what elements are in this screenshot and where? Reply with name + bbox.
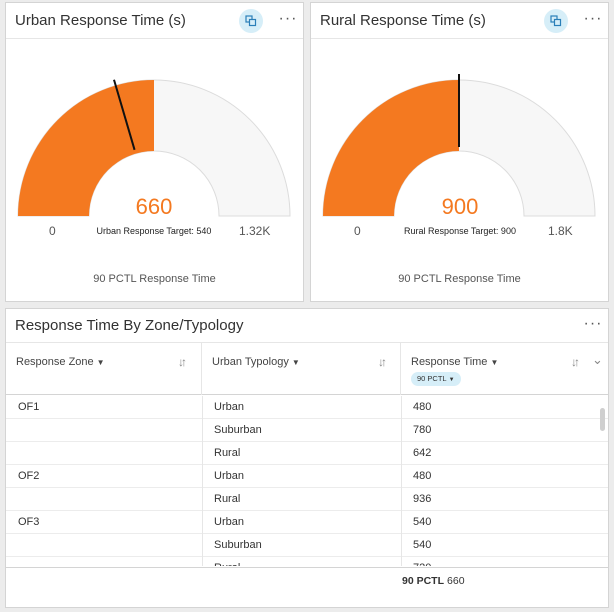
cell-urban-typology: Suburban [214,424,262,436]
cell-response-zone: OF1 [18,401,40,413]
table-row[interactable]: Suburban 540 [6,534,608,557]
sort-icon[interactable]: ↓↑ [378,355,387,369]
pill-label: 90 PCTL [417,374,447,383]
zone-table-title: Response Time By Zone/Typology [15,317,244,334]
copy-icon[interactable] [544,9,568,33]
column-label: Response Time [411,356,488,368]
rural-gauge-fill [323,80,459,216]
table-scrollbar[interactable] [600,408,605,431]
statistic-pill[interactable]: 90 PCTL ▼ [411,372,461,386]
rural-gauge-header: Rural Response Time (s) ··· [311,3,608,39]
cell-response-time: 540 [413,539,432,551]
copy-icon[interactable] [239,9,263,33]
column-header-urban-typology[interactable]: Urban Typology ▼ ↓↑ [202,343,401,395]
column-label: Urban Typology [212,356,289,368]
cell-response-zone: OF2 [18,470,40,482]
cell-response-time: 780 [413,424,432,436]
cell-urban-typology: Urban [214,470,244,482]
cell-urban-typology: Urban [214,401,244,413]
table-body: OF1 Urban 480 Suburban 780 Rural 642 OF2 Urban 48… [6,396,608,566]
column-divider [401,396,402,566]
footer-label: 90 PCTL [402,575,445,587]
rural-gauge-chart [322,74,596,217]
urban-gauge-target: Urban Response Target: 540 [96,226,212,236]
table-footer: 90 PCTL 660 [6,567,608,595]
table-row[interactable]: Rural 720 [6,557,608,566]
cell-response-time: 642 [413,447,432,459]
footer-value: 660 [447,575,465,587]
more-options-icon[interactable]: ··· [583,315,603,332]
sort-icon[interactable]: ↓↑ [178,355,187,369]
cell-response-time: 480 [413,401,432,413]
column-header-response-time[interactable]: Response Time ▼ 90 PCTL ▼ ↓↑ ⌄ [401,343,608,395]
column-divider [202,396,203,566]
table-head: Response Zone ▼ ↓↑ Urban Typology ▼ ↓↑ Res… [6,343,608,395]
rural-gauge-value: 900 [441,194,479,219]
sort-icon[interactable]: ↓↑ [571,355,580,369]
urban-gauge-fill [18,80,154,216]
cell-response-time: 936 [413,493,432,505]
zone-table-header: Response Time By Zone/Typology ··· [6,309,608,343]
caret-down-icon: ▼ [291,358,300,367]
caret-down-icon: ▼ [96,358,105,367]
cell-urban-typology: Rural [214,493,241,505]
cell-response-time: 480 [413,470,432,482]
rural-gauge-card: Rural Response Time (s) ··· 900 0 Rural … [310,2,609,302]
urban-gauge-value: 660 [135,194,173,219]
table-row[interactable]: OF1 Urban 480 [6,396,608,419]
cell-response-time: 720 [413,562,431,566]
table-row[interactable]: Suburban 780 [6,419,608,442]
cell-response-time: 540 [413,516,432,528]
urban-gauge-header: Urban Response Time (s) ··· [6,3,303,39]
table-row[interactable]: OF2 Urban 480 [6,465,608,488]
chevron-down-icon[interactable]: ⌄ [592,352,603,367]
rural-gauge-target: Rural Response Target: 900 [404,226,516,236]
urban-gauge-footer: 90 PCTL Response Time [93,273,216,285]
caret-down-icon: ▼ [448,377,455,383]
cell-response-zone: OF3 [18,516,40,528]
rural-gauge-footer: 90 PCTL Response Time [398,273,521,285]
urban-gauge-card: Urban Response Time (s) ··· 660 0 Urban … [5,2,304,302]
cell-urban-typology: Urban [214,516,244,528]
urban-gauge-target-needle [113,79,136,151]
table-row[interactable]: OF3 Urban 540 [6,511,608,534]
cell-urban-typology: Suburban [214,539,262,551]
urban-gauge-min: 0 [49,224,56,238]
cell-urban-typology: Rural [214,562,240,566]
more-options-icon[interactable]: ··· [278,10,298,27]
urban-gauge-max: 1.32K [239,224,271,238]
column-header-response-zone[interactable]: Response Zone ▼ ↓↑ [6,343,202,395]
rural-gauge-min: 0 [354,224,361,238]
caret-down-icon: ▼ [490,358,499,367]
cell-urban-typology: Rural [214,447,241,459]
table-row[interactable]: Rural 642 [6,442,608,465]
rural-gauge-max: 1.8K [548,224,573,238]
rural-gauge-title: Rural Response Time (s) [320,12,486,29]
more-options-icon[interactable]: ··· [583,10,603,27]
table-row[interactable]: Rural 936 [6,488,608,511]
urban-gauge-title: Urban Response Time (s) [15,12,186,29]
column-label: Response Zone [16,356,94,368]
zone-table-card: Response Time By Zone/Typology ··· Respo… [5,308,609,608]
urban-gauge-chart [17,79,291,217]
